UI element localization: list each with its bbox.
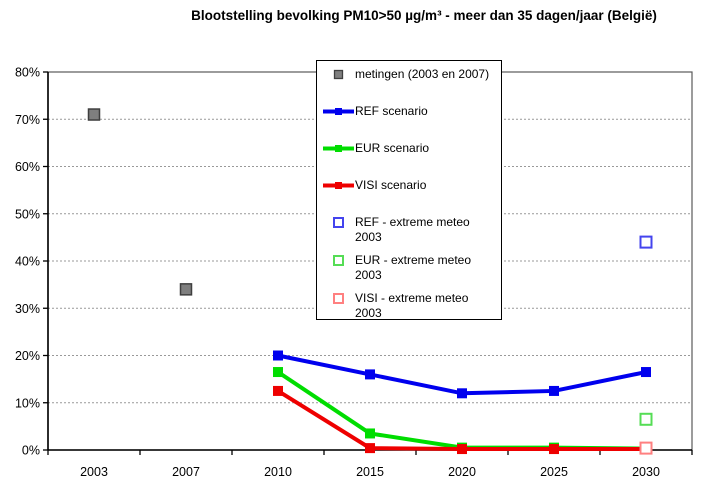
scatter-marker-filled [179,283,193,296]
legend-item: VISI - extreme meteo 2003 [322,291,501,321]
line-legend-icon [322,141,355,156]
x-axis-label: 2020 [448,465,476,479]
legend-item-label: EUR - extreme meteo 2003 [355,253,472,282]
legend-item-label: metingen (2003 en 2007) [355,67,490,81]
y-axis-label: 60% [15,160,40,174]
legend-item-label: REF - extreme meteo 2003 [355,215,470,244]
y-axis-label: 40% [15,255,40,269]
legend-item: EUR - extreme meteo 2003 [322,253,501,283]
series-marker [365,443,375,454]
legend-item: metingen (2003 en 2007) [322,67,501,82]
open-square-legend-icon [322,215,355,230]
y-axis-label: 80% [15,66,40,80]
scatter-marker-open [639,412,653,426]
series-marker [365,428,375,439]
x-axis-label: 2007 [172,465,200,479]
open-square-legend-icon [322,291,355,306]
y-axis-label: 20% [15,349,40,363]
y-axis-label: 0% [22,444,40,458]
series-marker [273,350,283,361]
legend-item-label: VISI - extreme meteo 2003 [355,291,469,320]
legend-item: EUR scenario [322,141,501,156]
y-axis-label: 70% [15,113,40,127]
y-axis-label: 10% [15,396,40,410]
legend-item: VISI scenario [322,178,501,193]
x-axis-label: 2003 [80,465,108,479]
series-marker [549,444,559,455]
series-marker [549,385,559,396]
scatter-marker-open [639,441,653,455]
series-marker [641,367,651,378]
legend-item-label: REF scenario [355,104,428,118]
open-square-legend-icon [322,253,355,268]
series-marker [273,367,283,378]
x-axis-label: 2010 [264,465,292,479]
series-marker [457,388,467,399]
legend-item: REF scenario [322,104,501,119]
series-marker [457,444,467,455]
filled-square-legend-icon [322,67,355,82]
series-line [277,353,647,396]
y-axis-label: 50% [15,207,40,221]
scatter-marker-filled [87,108,101,121]
y-axis-label: 30% [15,302,40,316]
legend-item: REF - extreme meteo 2003 [322,215,501,245]
x-axis-label: 2015 [356,465,384,479]
series-marker [365,369,375,380]
series-marker [273,385,283,396]
legend-item-label: EUR scenario [355,141,430,155]
legend-box: metingen (2003 en 2007) REF scenario EUR s… [316,60,502,320]
chart-title: Blootstelling bevolking PM10>50 µg/m³ - … [191,8,657,23]
legend-item-label: VISI scenario [355,178,427,192]
line-legend-icon [322,178,355,193]
x-axis-label: 2025 [540,465,568,479]
series-line [276,389,646,452]
scatter-marker-open [639,235,653,249]
line-legend-icon [322,104,355,119]
x-axis-label: 2030 [632,465,660,479]
